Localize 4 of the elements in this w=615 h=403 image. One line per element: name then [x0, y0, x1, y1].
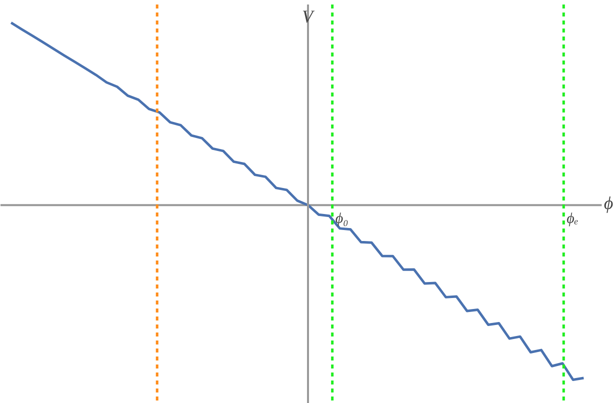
y-axis-title: V — [302, 6, 315, 26]
annotation: ϕ₀ — [335, 211, 348, 228]
annotation: ϕₑ — [566, 211, 578, 228]
x-axis-title: ϕ — [604, 193, 614, 214]
